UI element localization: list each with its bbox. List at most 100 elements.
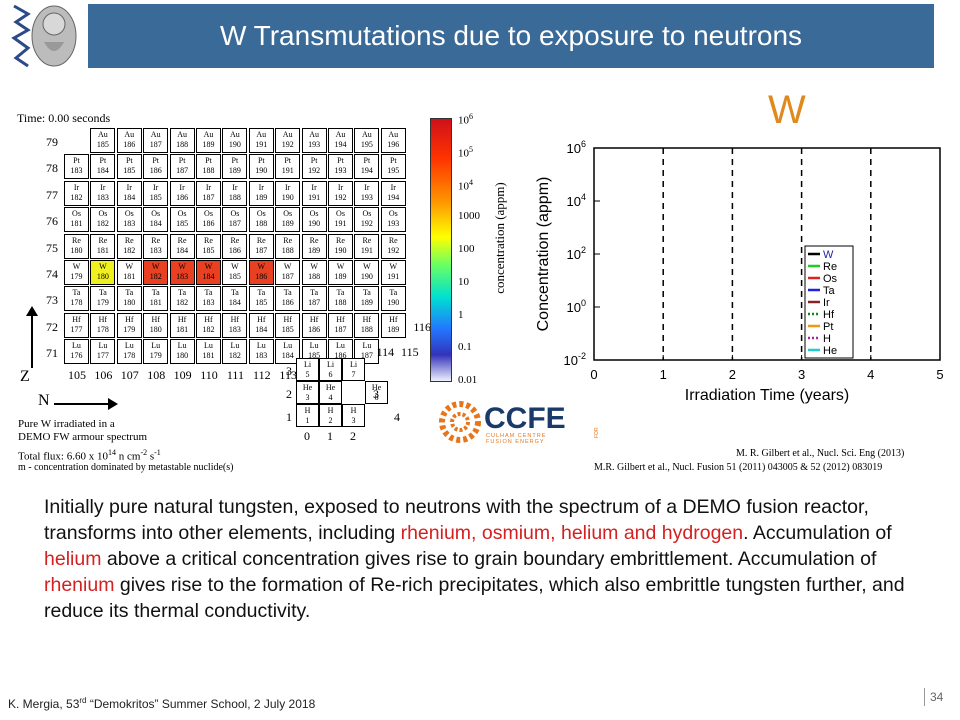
- nuclide-cell: Au 188: [169, 128, 195, 153]
- nuclide-cell: W 190: [354, 260, 380, 285]
- nuclide-cell: Ta 183: [196, 286, 221, 312]
- nuclide-cell: Pt 185: [116, 154, 142, 180]
- nuclide-cell: Hf 188: [354, 312, 380, 338]
- nuclide-cell: Lu 182: [222, 339, 248, 365]
- nuclide-cell: Au 194: [328, 128, 353, 153]
- nuclide-cell: Os 191: [328, 207, 353, 233]
- nuclide-cell: Os 193: [380, 207, 406, 233]
- legend-entry: W: [823, 249, 834, 261]
- nuclide-cell: Re 187: [248, 233, 274, 259]
- n-label: 107: [120, 367, 139, 382]
- nuclide-cell: Hf 186: [301, 312, 327, 338]
- nuclide-cell: W 183: [169, 260, 195, 285]
- n-label: 113: [279, 367, 297, 382]
- colorbar: [430, 118, 452, 382]
- z-label: 75: [46, 240, 58, 255]
- element-symbol: W: [768, 88, 806, 132]
- nuclide-cell: Re 180: [64, 233, 89, 259]
- n-label: 112: [253, 367, 271, 382]
- nuclide-cell: Ir 182: [64, 180, 89, 206]
- nuclide-cell: Pt 193: [328, 154, 353, 180]
- reference-1: M. R. Gilbert et al., Nucl. Sci. Eng (20…: [736, 448, 905, 459]
- nuclide-cell: Pt 190: [248, 154, 274, 180]
- nuclide-cell: Re 182: [116, 233, 142, 259]
- nuclide-cell: Ir 191: [301, 180, 327, 206]
- legend-entry: Hf: [823, 309, 835, 321]
- nuclide-cell: W 182: [143, 260, 169, 285]
- nuclide-cell: Hf 177: [64, 312, 89, 338]
- y-tick-label: 102: [567, 245, 586, 262]
- light-nuclide-cell: H 1: [296, 404, 319, 427]
- legend-entry: Os: [823, 273, 838, 285]
- info-flux: Total flux: 6.60 x 1014 n cm-2 s-1: [18, 448, 161, 463]
- nuclide-cell: Hf 181: [169, 312, 195, 338]
- nuclide-cell: Re 191: [354, 233, 380, 259]
- nuclide-cell: Os 190: [301, 207, 327, 233]
- nuclide-cell: Hf 184: [248, 312, 274, 338]
- nuclide-cell: W 186: [248, 260, 274, 285]
- light-z-label: 2: [286, 387, 292, 401]
- nuclide-cell: Ta 184: [222, 286, 248, 312]
- time-label: Time: 0.00 seconds: [17, 111, 111, 125]
- light-z-label: 3: [286, 364, 292, 378]
- nuclide-cell: Os 189: [275, 207, 301, 233]
- n-label: 111: [226, 367, 244, 382]
- nuclide-cell: Re 192: [380, 233, 406, 259]
- nuclide-cell: Hf 183: [222, 312, 248, 338]
- x-tick-label: 0: [590, 367, 597, 382]
- colorbar-tick: 100: [458, 243, 475, 255]
- z-label: 71: [46, 346, 58, 361]
- n-label: 108: [147, 367, 166, 382]
- colorbar-tick: 1: [458, 308, 464, 321]
- info-line-1: Pure W irradiated in a: [18, 418, 115, 430]
- body-paragraph: Initially pure natural tungsten, exposed…: [44, 496, 905, 622]
- nuclide-cell: Pt 184: [90, 154, 116, 180]
- extra-label: 115: [401, 345, 419, 360]
- n-label: 110: [200, 367, 218, 382]
- nuclide-cell: Au 187: [143, 128, 169, 153]
- colorbar-tick: 106: [458, 112, 473, 127]
- n-axis-arrow-icon: [54, 398, 118, 410]
- info-metastable: m - concentration dominated by metastabl…: [18, 462, 234, 473]
- nuclide-cell: Os 192: [354, 207, 380, 233]
- x-tick-label: 4: [867, 367, 874, 382]
- z-label: 76: [46, 214, 58, 229]
- ccfe-sub1: CULHAM CENTRE: [486, 433, 546, 439]
- nuclide-cell: Hf 189: [380, 312, 406, 338]
- nuclide-cell: Ta 185: [248, 286, 274, 312]
- x-tick-label: 2: [729, 367, 736, 382]
- nuclide-cell: Ir 183: [90, 180, 116, 206]
- nuclide-cell: Re 184: [169, 233, 195, 259]
- nuclide-cell: Os 185: [169, 207, 195, 233]
- nuclide-cell: Au 190: [222, 128, 248, 153]
- nuclide-cell: Os 187: [222, 207, 248, 233]
- nuclide-cell: Lu 179: [143, 339, 169, 365]
- nuclide-cell: Hf 187: [328, 312, 353, 338]
- z-axis-arrow-icon: [26, 306, 38, 368]
- y-tick-label: 100: [567, 298, 586, 315]
- colorbar-label: concentration (appm): [492, 182, 507, 294]
- light-nuclide-cell: H 2: [319, 404, 342, 427]
- nuclide-cell: Os 183: [116, 207, 142, 233]
- nuclide-cell: Os 184: [143, 207, 169, 233]
- nuclide-cell: Ir 187: [196, 180, 221, 206]
- nuclide-cell: Au 191: [248, 128, 274, 153]
- z-label: 79: [46, 135, 58, 149]
- z-label: 72: [46, 319, 58, 334]
- nuclide-cell: W 189: [328, 260, 353, 285]
- ccfe-name: CCFE: [484, 402, 566, 435]
- colorbar-tick: 1000: [458, 210, 480, 223]
- n-label: 105: [68, 367, 86, 382]
- legend-entry: Ta: [823, 285, 836, 297]
- nuclide-cell: Ir 194: [380, 180, 406, 206]
- nuclide-cell: Hf 182: [196, 312, 221, 338]
- colorbar-tick: 104: [458, 177, 473, 193]
- colorbar-tick: 0.01: [458, 374, 478, 386]
- nuclide-cell: Ta 186: [275, 286, 301, 312]
- nuclide-cell: W 181: [116, 260, 142, 285]
- nuclide-cell: Ir 193: [354, 180, 380, 206]
- nuclide-cell: Pt 183: [64, 154, 89, 180]
- page-divider: [924, 688, 925, 706]
- title-bar: W Transmutations due to exposure to neut…: [88, 4, 934, 68]
- colorbar-tick: 105: [458, 144, 473, 160]
